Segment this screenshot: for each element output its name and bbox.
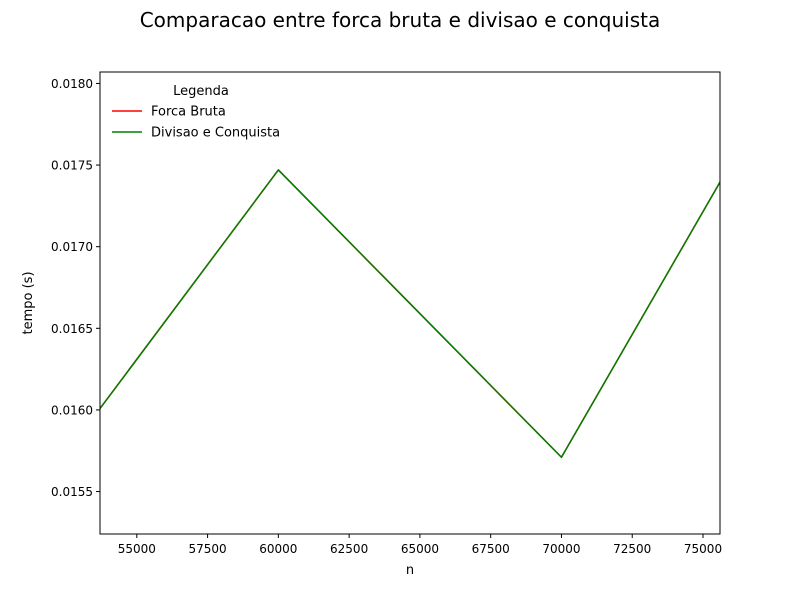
series-line-1: [100, 169, 720, 459]
x-tick-label: 62500: [330, 542, 368, 556]
legend-item-label: Divisao e Conquista: [151, 126, 280, 141]
x-tick-label: 72500: [613, 542, 651, 556]
legend-title: Legenda: [173, 84, 229, 99]
x-axis: 55000 57500 60000 62500 65000 67500 70000 72500…: [118, 534, 722, 556]
series-line-2: [100, 169, 720, 459]
x-tick-label: 65000: [401, 542, 439, 556]
series-layer: [100, 169, 720, 459]
y-axis: 0.0155 0.0160 0.0165 0.0170 0.0175 0.0180: [51, 77, 100, 499]
y-tick-label: 0.0155: [51, 485, 93, 499]
y-tick-label: 0.0175: [51, 159, 93, 173]
chart-title: Comparacao entre forca bruta e divisao e…: [139, 8, 661, 32]
y-tick-label: 0.0160: [51, 403, 93, 417]
legend-item-label: Forca Bruta: [151, 105, 226, 120]
y-tick-label: 0.0180: [51, 77, 93, 91]
x-tick-label: 55000: [118, 542, 156, 556]
x-tick-label: 70000: [542, 542, 580, 556]
legend: Legenda Forca Bruta Divisao e Conquista: [112, 84, 280, 141]
x-tick-label: 67500: [472, 542, 510, 556]
y-axis-label: tempo (s): [21, 271, 36, 334]
x-axis-label: n: [406, 563, 414, 578]
plot-frame: [99, 71, 721, 535]
x-tick-label: 57500: [188, 542, 226, 556]
x-tick-label: 75000: [684, 542, 722, 556]
y-tick-label: 0.0165: [51, 322, 93, 336]
x-tick-label: 60000: [259, 542, 297, 556]
y-tick-label: 0.0170: [51, 240, 93, 254]
